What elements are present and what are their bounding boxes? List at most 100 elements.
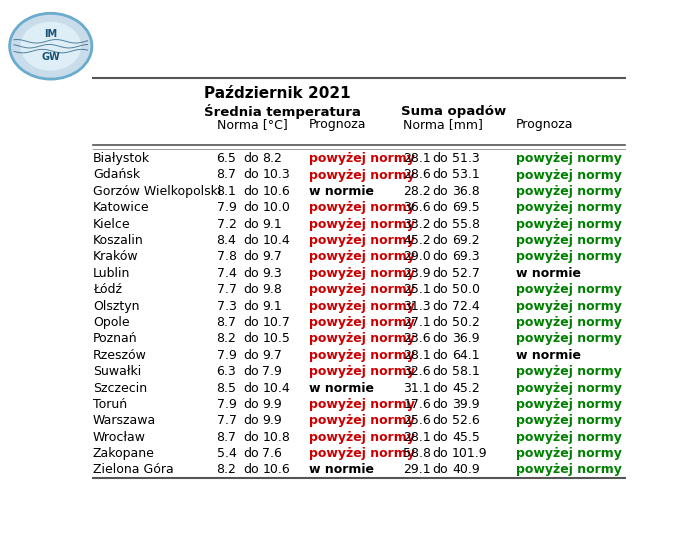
Text: Szczecin: Szczecin xyxy=(93,381,147,394)
Text: 45.5: 45.5 xyxy=(452,431,480,444)
Text: do: do xyxy=(244,316,260,329)
Text: 5.4: 5.4 xyxy=(216,447,237,460)
Text: powyżej normy: powyżej normy xyxy=(309,365,414,378)
Text: 10.8: 10.8 xyxy=(262,431,290,444)
Text: powyżej normy: powyżej normy xyxy=(516,185,622,198)
Text: powyżej normy: powyżej normy xyxy=(309,300,414,312)
Text: Koszalin: Koszalin xyxy=(93,234,144,247)
Text: do: do xyxy=(244,398,260,411)
Text: do: do xyxy=(244,349,260,362)
Text: 9.9: 9.9 xyxy=(262,414,282,427)
Text: 69.3: 69.3 xyxy=(452,250,480,263)
Text: Białystok: Białystok xyxy=(93,152,150,165)
Text: do: do xyxy=(244,169,260,181)
Text: powyżej normy: powyżej normy xyxy=(309,332,414,346)
Text: do: do xyxy=(433,201,448,214)
Text: do: do xyxy=(244,464,260,477)
Text: 7.8: 7.8 xyxy=(216,250,237,263)
Text: do: do xyxy=(244,381,260,394)
Text: 9.7: 9.7 xyxy=(262,349,282,362)
Text: 28.1: 28.1 xyxy=(403,349,431,362)
Text: do: do xyxy=(244,414,260,427)
Text: 28.2: 28.2 xyxy=(403,185,431,198)
Text: 7.3: 7.3 xyxy=(216,300,237,312)
Text: do: do xyxy=(433,464,448,477)
Text: powyżej normy: powyżej normy xyxy=(309,218,414,231)
Text: 10.4: 10.4 xyxy=(262,234,290,247)
Text: Kielce: Kielce xyxy=(93,218,131,231)
Text: 50.0: 50.0 xyxy=(452,283,480,296)
Text: Łódź: Łódź xyxy=(93,283,122,296)
Text: 28.1: 28.1 xyxy=(403,152,431,165)
Text: do: do xyxy=(433,316,448,329)
Text: 31.3: 31.3 xyxy=(403,300,431,312)
Text: powyżej normy: powyżej normy xyxy=(516,414,622,427)
Text: powyżej normy: powyżej normy xyxy=(309,398,414,411)
Text: powyżej normy: powyżej normy xyxy=(516,300,622,312)
Text: 36.6: 36.6 xyxy=(403,201,431,214)
Text: 45.2: 45.2 xyxy=(452,381,480,394)
Text: 36.9: 36.9 xyxy=(452,332,480,346)
Text: 39.9: 39.9 xyxy=(452,398,480,411)
Text: do: do xyxy=(244,250,260,263)
Text: do: do xyxy=(433,349,448,362)
Text: do: do xyxy=(433,152,448,165)
Text: do: do xyxy=(433,332,448,346)
Text: do: do xyxy=(433,283,448,296)
Text: 7.9: 7.9 xyxy=(262,365,282,378)
Text: 9.7: 9.7 xyxy=(262,250,282,263)
Text: Gorzów Wielkopolski: Gorzów Wielkopolski xyxy=(93,185,221,198)
Text: do: do xyxy=(433,414,448,427)
Text: 7.9: 7.9 xyxy=(216,349,237,362)
Text: Październik 2021: Październik 2021 xyxy=(204,86,351,101)
Text: do: do xyxy=(244,431,260,444)
Text: powyżej normy: powyżej normy xyxy=(516,283,622,296)
Text: do: do xyxy=(244,365,260,378)
Text: 29.1: 29.1 xyxy=(403,464,431,477)
Text: 40.9: 40.9 xyxy=(452,464,480,477)
Text: powyżej normy: powyżej normy xyxy=(516,316,622,329)
Text: 64.1: 64.1 xyxy=(452,349,480,362)
Text: powyżej normy: powyżej normy xyxy=(516,250,622,263)
Text: 8.2: 8.2 xyxy=(216,464,237,477)
Circle shape xyxy=(10,13,92,79)
Text: Warszawa: Warszawa xyxy=(93,414,156,427)
Text: 10.6: 10.6 xyxy=(262,185,290,198)
Text: 33.2: 33.2 xyxy=(403,218,431,231)
Text: 6.5: 6.5 xyxy=(216,152,237,165)
Text: 55.8: 55.8 xyxy=(452,218,480,231)
Text: Norma [°C]: Norma [°C] xyxy=(216,119,288,132)
Text: powyżej normy: powyżej normy xyxy=(516,201,622,214)
Text: do: do xyxy=(433,185,448,198)
Text: 10.4: 10.4 xyxy=(262,381,290,394)
Text: 8.2: 8.2 xyxy=(262,152,282,165)
Text: 28.1: 28.1 xyxy=(403,431,431,444)
Text: powyżej normy: powyżej normy xyxy=(309,431,414,444)
Text: 7.9: 7.9 xyxy=(216,398,237,411)
Text: powyżej normy: powyżej normy xyxy=(309,349,414,362)
Text: 10.3: 10.3 xyxy=(262,169,290,181)
Text: do: do xyxy=(244,152,260,165)
Text: w normie: w normie xyxy=(309,381,374,394)
Text: 7.4: 7.4 xyxy=(216,267,237,280)
Text: 10.0: 10.0 xyxy=(262,201,290,214)
Text: Toruń: Toruń xyxy=(93,398,127,411)
Text: 50.2: 50.2 xyxy=(452,316,480,329)
Text: Poznań: Poznań xyxy=(93,332,137,346)
Text: powyżej normy: powyżej normy xyxy=(516,447,622,460)
Text: 101.9: 101.9 xyxy=(452,447,488,460)
Text: do: do xyxy=(244,267,260,280)
Text: 7.2: 7.2 xyxy=(216,218,237,231)
Text: 9.1: 9.1 xyxy=(262,300,282,312)
Text: powyżej normy: powyżej normy xyxy=(516,431,622,444)
Text: powyżej normy: powyżej normy xyxy=(516,152,622,165)
Text: 52.6: 52.6 xyxy=(452,414,480,427)
Text: powyżej normy: powyżej normy xyxy=(309,234,414,247)
Text: 9.3: 9.3 xyxy=(262,267,282,280)
Text: powyżej normy: powyżej normy xyxy=(516,234,622,247)
Text: Wrocław: Wrocław xyxy=(93,431,146,444)
Text: do: do xyxy=(433,365,448,378)
Text: do: do xyxy=(433,447,448,460)
Circle shape xyxy=(21,22,80,70)
Text: 10.7: 10.7 xyxy=(262,316,290,329)
